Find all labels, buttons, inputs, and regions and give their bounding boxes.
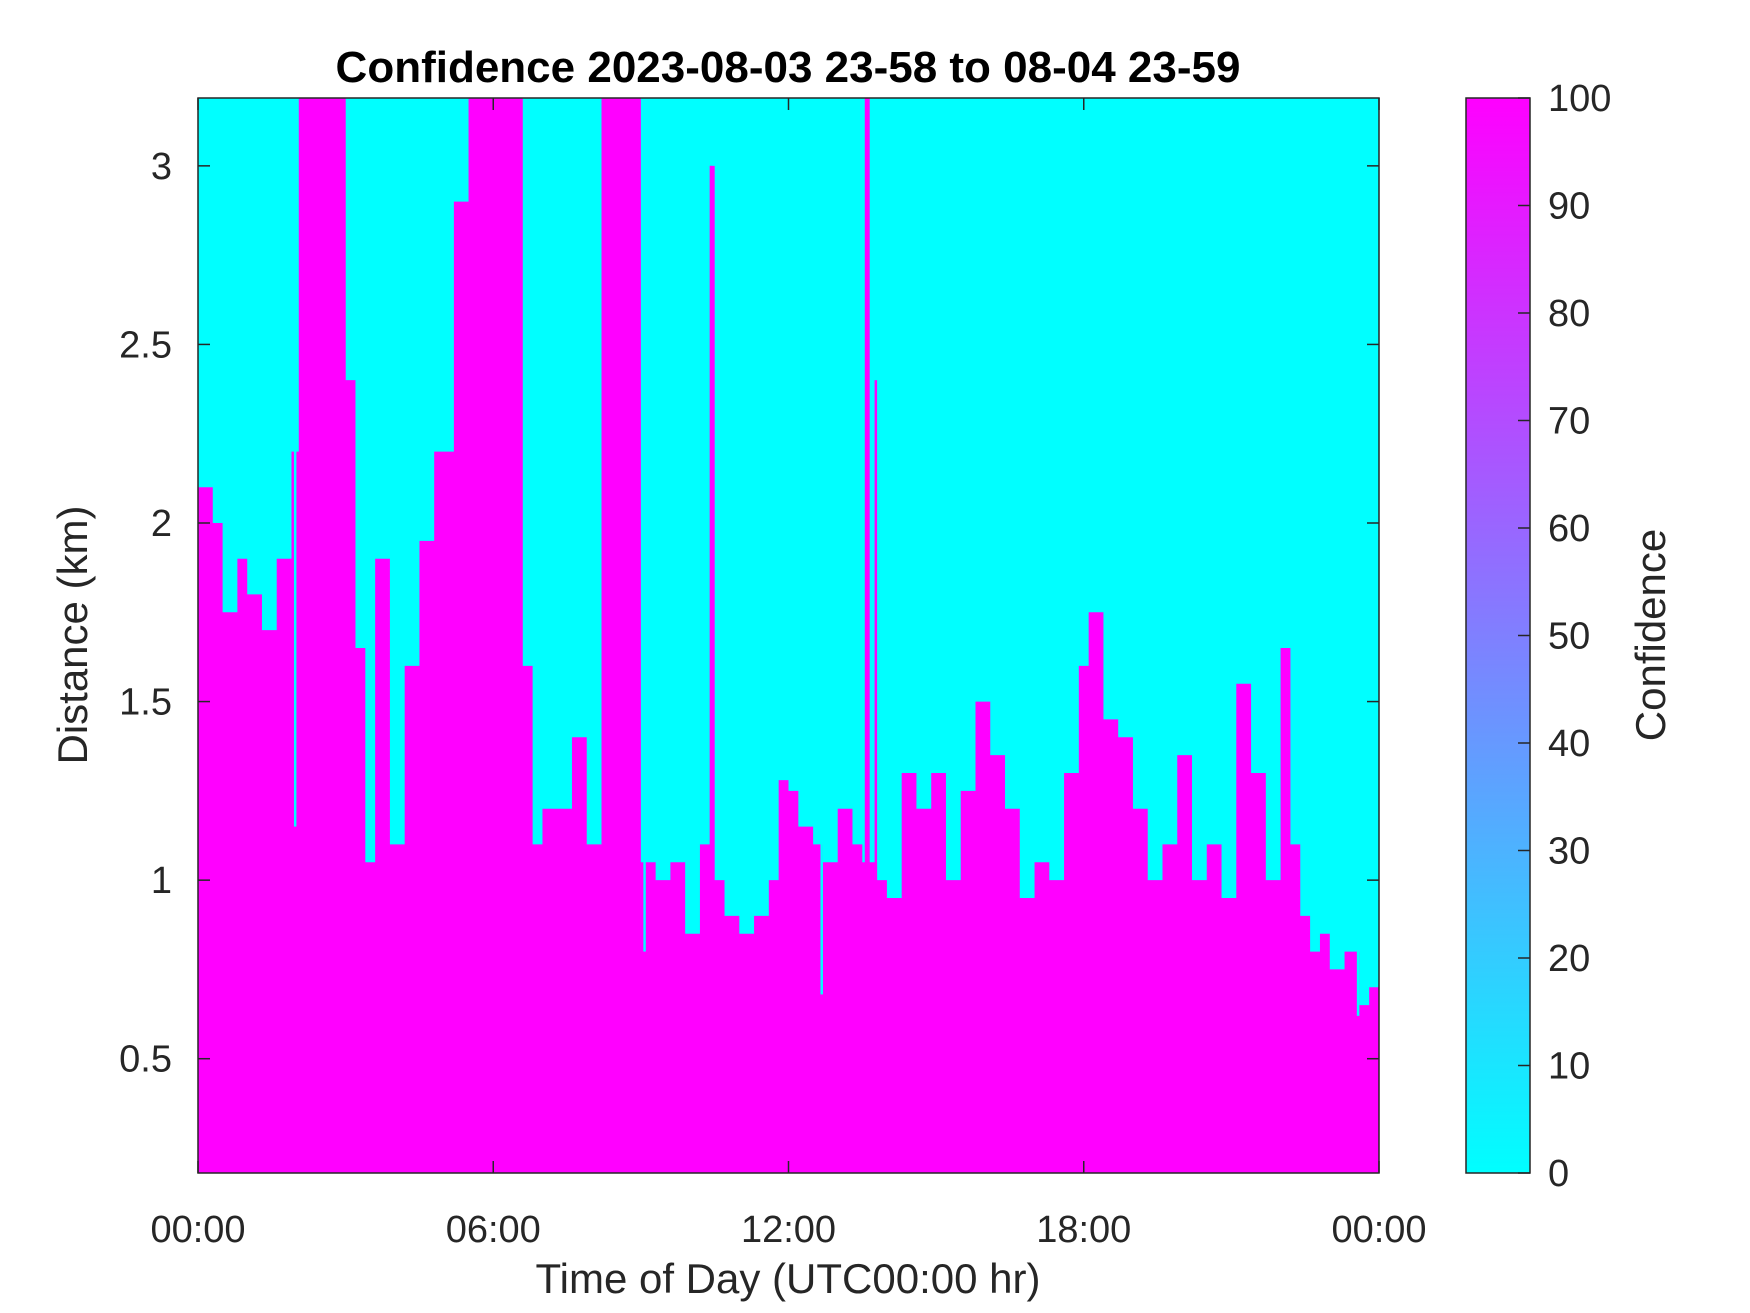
colorbar-tick-label: 0 [1548,1153,1569,1195]
high-confidence-columns [298,98,878,1173]
y-axis-label: Distance (km) [49,505,96,764]
y-tick-label: 1.5 [119,682,172,724]
high-confidence-column [468,98,521,1173]
colorbar-tick-label: 70 [1548,401,1590,443]
low-confidence-gap [293,98,297,827]
y-tick-label: 2 [151,503,172,545]
colorbar-tick-label: 50 [1548,616,1590,658]
high-confidence-column [874,380,878,1173]
colorbar-ticks: 0 10 20 30 40 50 60 70 80 90 100 [1518,78,1611,1195]
high-confidence-column [298,98,346,1173]
y-tick-label: 1 [151,860,172,902]
colorbar-tick-label: 20 [1548,938,1590,980]
high-confidence-column [864,98,870,1173]
y-tick-label: 0.5 [119,1039,172,1081]
chart-title: Confidence 2023-08-03 23-58 to 08-04 23-… [336,43,1241,92]
colorbar-tick-label: 60 [1548,508,1590,550]
low-confidence-gap [820,98,823,995]
high-confidence-column [709,165,713,1173]
plot-area [197,97,1380,1174]
x-tick-label: 18:00 [1036,1209,1131,1251]
high-confidence-column [601,98,636,1173]
colorbar-tick-label: 100 [1548,78,1611,120]
colorbar: 0 10 20 30 40 50 60 70 80 90 100 Confidence [1465,78,1674,1195]
low-confidence-gap [1356,98,1360,1016]
y-axis-ticks: 0.5 1 1.5 2 2.5 3 [119,146,1379,1081]
x-tick-label: 12:00 [741,1209,836,1251]
x-axis-ticks: 00:00 06:00 12:00 18:00 00:00 [150,98,1427,1251]
x-tick-label: 06:00 [446,1209,541,1251]
low-confidence-gaps [293,98,1360,1016]
x-tick-label: 00:00 [150,1209,245,1251]
colorbar-tick-label: 90 [1548,186,1590,228]
x-tick-label: 00:00 [1331,1209,1426,1251]
y-tick-label: 2.5 [119,324,172,366]
colorbar-label: Confidence [1627,529,1674,741]
colorbar-tick-label: 10 [1548,1046,1590,1088]
colorbar-tick-label: 40 [1548,723,1590,765]
colorbar-tick-label: 30 [1548,831,1590,873]
y-tick-label: 3 [151,146,172,188]
low-confidence-gap [643,98,646,952]
colorbar-tick-label: 80 [1548,293,1590,335]
x-axis-label: Time of Day (UTC00:00 hr) [536,1255,1041,1302]
